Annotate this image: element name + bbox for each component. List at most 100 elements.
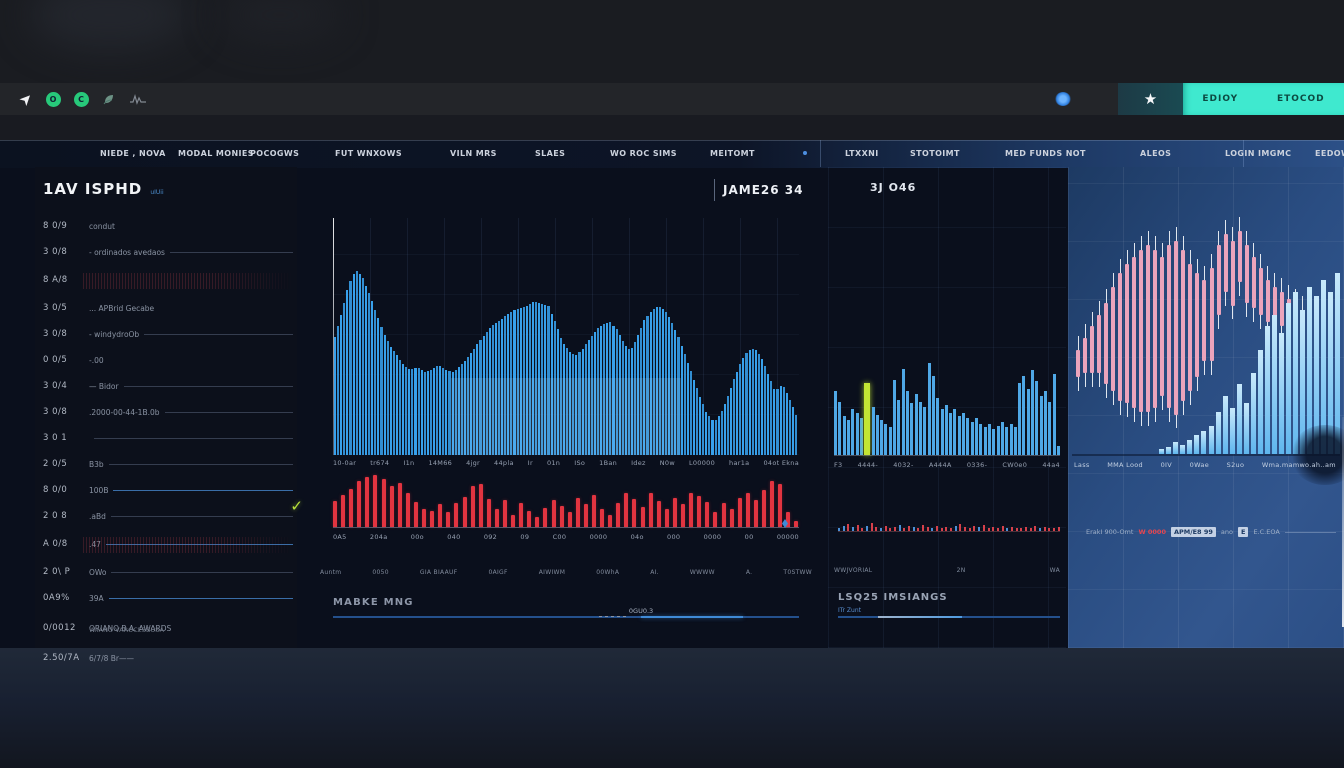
watchlist-panel: 1AV ISPHD uIUii 8 0/9 condut 3 0/8 - ordina… bbox=[35, 167, 303, 663]
volume-bar bbox=[1264, 326, 1270, 454]
list-item[interactable]: 3 0 1 bbox=[43, 425, 293, 451]
list-item[interactable]: 3 0/4 — Bidor bbox=[43, 373, 293, 399]
nav-item-7[interactable]: MEITOMT bbox=[710, 149, 755, 158]
list-item[interactable]: 3 0/8 - ordinados avedaos bbox=[43, 239, 293, 265]
list-item[interactable]: 2.50/7A 6/7/8 Br—— bbox=[43, 645, 293, 671]
panel-title-sub: uIUii bbox=[150, 189, 164, 196]
tick-label: C00 bbox=[552, 533, 567, 541]
waveform-icon[interactable] bbox=[129, 93, 147, 105]
candle-body bbox=[1125, 263, 1130, 403]
footer-label: MABKE MNG bbox=[333, 597, 414, 608]
row-label: ... APBrid Gecabe bbox=[89, 303, 155, 313]
tick-label: 04ot Ekna bbox=[763, 459, 799, 467]
green-badge-o-icon[interactable]: O bbox=[45, 91, 61, 107]
candle-body bbox=[1272, 286, 1277, 325]
nav-item-4[interactable]: VILN MRS bbox=[450, 149, 497, 158]
star-button[interactable]: ★ bbox=[1118, 83, 1183, 115]
nav-item-1[interactable]: MODAL MONIES bbox=[178, 149, 254, 158]
slider-selected-range[interactable] bbox=[877, 616, 963, 618]
row-code: 8 0/0 bbox=[43, 485, 68, 495]
list-item[interactable]: 8 0/0 100B bbox=[43, 477, 293, 503]
tick-label: 2N bbox=[956, 567, 966, 574]
list-item[interactable]: 2 0/5 B3b bbox=[43, 451, 293, 477]
list-item[interactable]: 3 0/8 - windydroOb bbox=[43, 321, 293, 347]
nav-item-0[interactable]: NIEDE , NOVA bbox=[100, 149, 166, 158]
list-item[interactable]: 2 0\ P OWo bbox=[43, 559, 293, 585]
list-item[interactable]: 8 A/8 bbox=[43, 265, 293, 295]
secondary-range-slider[interactable] bbox=[838, 616, 1060, 618]
axis-marker-icon bbox=[782, 519, 788, 528]
row-sparkline bbox=[164, 411, 293, 413]
tick-label: 0000 bbox=[589, 533, 608, 541]
row-sparkline bbox=[123, 385, 293, 387]
backdrop-blob bbox=[220, 0, 340, 40]
row-label: .2000-00-44-1B.0b bbox=[89, 407, 160, 417]
range-slider[interactable]: 0GU0.3 bbox=[333, 607, 799, 618]
list-item[interactable]: 3 0/5 ... APBrid Gecabe bbox=[43, 295, 293, 321]
row-label: - windydroOb bbox=[89, 329, 140, 339]
candle-body bbox=[1146, 245, 1151, 413]
tick-label: 44pla bbox=[494, 459, 514, 467]
tick-label: N0w bbox=[659, 459, 675, 467]
row-code: 0 0/5 bbox=[43, 355, 68, 365]
candle-body bbox=[1209, 268, 1214, 362]
main-chart-panel: JAME26 34 10-0ar tr674 I1n 14M66 4jgr 44pla Ir… bbox=[320, 167, 812, 648]
edioy-button[interactable]: EDIOY bbox=[1202, 94, 1239, 104]
nav-item-5[interactable]: SLAES bbox=[535, 149, 566, 158]
green-badge-c-icon[interactable]: C bbox=[73, 91, 89, 107]
volume-x-axis-ticks: 0A5 204a 00o 040 092 09 C00 0000 04o 000 0000 00 000… bbox=[333, 533, 799, 541]
row-code: 3 0/8 bbox=[43, 407, 68, 417]
tick-label: T0STWW bbox=[783, 569, 812, 576]
area-chart-bars bbox=[334, 218, 799, 455]
volume-bar bbox=[1159, 449, 1165, 454]
nav-item-13[interactable]: EEDOW bbox=[1315, 149, 1344, 158]
list-item[interactable]: 8 0/9 condut bbox=[43, 213, 293, 239]
legend-badge-row: ErakI 900-Omt W 0000 APM/E8 99 ano E E.C.EOA bbox=[1086, 527, 1336, 537]
nav-item-6[interactable]: WO ROC SIMS bbox=[610, 149, 677, 158]
nav-item-11[interactable]: ALEOS bbox=[1140, 149, 1172, 158]
row-label: 100B bbox=[89, 485, 109, 495]
nav-active-dot bbox=[803, 151, 807, 155]
price-area-chart[interactable] bbox=[333, 218, 799, 455]
etocod-button[interactable]: ETOCOD bbox=[1276, 94, 1325, 104]
header-divider bbox=[714, 179, 715, 201]
nav-arrow-icon[interactable]: ➤ bbox=[15, 87, 37, 110]
candlestick-chart[interactable] bbox=[1072, 217, 1340, 456]
row-sparkline bbox=[169, 251, 293, 253]
glow-dot-icon[interactable] bbox=[1055, 92, 1071, 106]
list-item[interactable]: 0A9% 39A bbox=[43, 585, 293, 611]
nav-item-2[interactable]: POCOGWS bbox=[250, 149, 300, 158]
leaf-icon[interactable] bbox=[102, 92, 116, 106]
nav-item-3[interactable]: FUT WNXOWS bbox=[335, 149, 402, 158]
nav-item-12[interactable]: LOGIN IMGMC bbox=[1225, 149, 1292, 158]
volume-bar bbox=[1215, 412, 1221, 454]
tick-label: 204a bbox=[369, 533, 388, 541]
candle-body bbox=[1244, 245, 1249, 304]
nav-item-10[interactable]: MED FUNDS NOT bbox=[1005, 149, 1086, 158]
tick-label: 4jgr bbox=[466, 459, 481, 467]
bottom-tick-row: Auntm 0050 GIA BIAAUF 0AIGF AIWIWM 00WhA AI. WW… bbox=[320, 569, 812, 576]
list-item[interactable]: A 0/8 .47 bbox=[43, 529, 293, 559]
list-item[interactable]: 0 0/5 -.00 bbox=[43, 347, 293, 373]
list-item[interactable]: 2 0 8 .aBd ✓ bbox=[43, 497, 303, 529]
tick-label: 1Ban bbox=[599, 459, 618, 467]
slider-selected-range[interactable] bbox=[640, 616, 744, 618]
tick-label: Idez bbox=[631, 459, 646, 467]
nav-item-8[interactable]: LTXXNI bbox=[845, 149, 879, 158]
row-sublabel: W.IANO VAROCESBUSA bbox=[89, 626, 164, 634]
scroll-indicator[interactable] bbox=[1342, 417, 1344, 627]
nav-item-9[interactable]: STOTOIMT bbox=[910, 149, 960, 158]
row-sparkline bbox=[108, 597, 293, 599]
secondary-bar-chart[interactable] bbox=[834, 363, 1060, 456]
volume-bar-chart[interactable] bbox=[333, 475, 799, 528]
list-item[interactable]: 0/0012 ORIANO B.A. AWARDS W.IANO VAROCESBU… bbox=[43, 611, 293, 645]
list-item[interactable]: 3 0/8 .2000-00-44-1B.0b bbox=[43, 399, 293, 425]
row-code: 2.50/7A bbox=[43, 653, 80, 663]
nav-separator bbox=[820, 140, 821, 167]
candle-body bbox=[1188, 263, 1193, 392]
volume-bar bbox=[1327, 291, 1333, 454]
candle-body bbox=[1181, 249, 1186, 401]
tick-label: har1a bbox=[729, 459, 750, 467]
row-label: 6/7/8 Br—— bbox=[89, 653, 134, 663]
legend-badge: E bbox=[1238, 527, 1249, 537]
